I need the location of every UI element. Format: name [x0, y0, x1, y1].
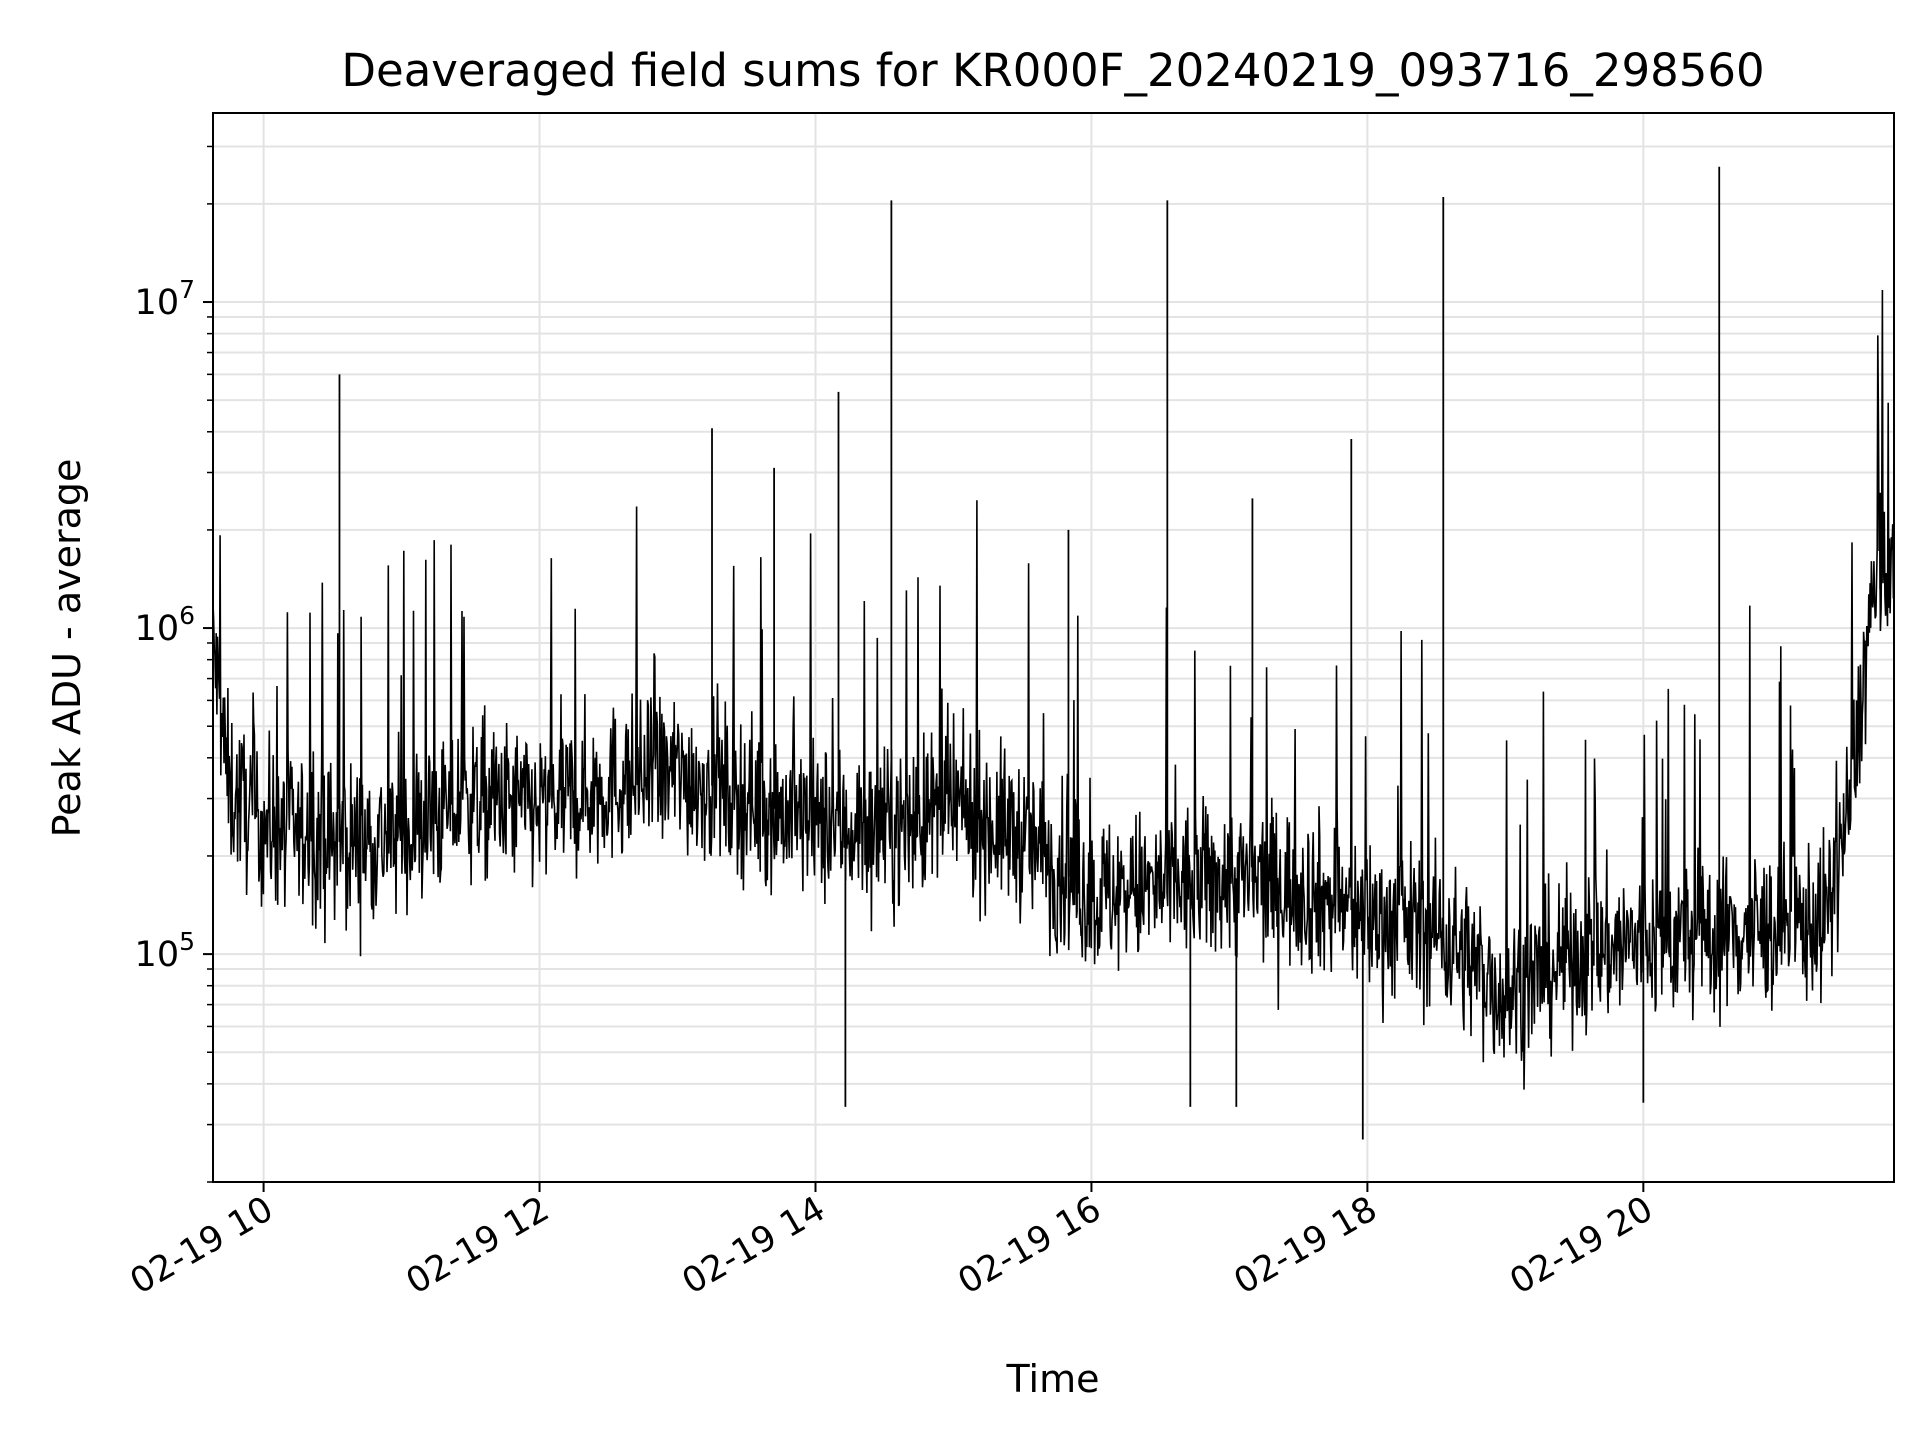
chart-title: Deaveraged field sums for KR000F_2024021… [341, 44, 1764, 97]
y-tick-label: 107 [135, 275, 195, 323]
series-line [212, 289, 1895, 1090]
plot-frame [212, 112, 1895, 1183]
x-axis-label: Time [1006, 1357, 1100, 1401]
grid-lines [213, 113, 1894, 1183]
y-tick-label: 106 [135, 601, 195, 649]
plot-data [212, 166, 1895, 1140]
y-tick-label: 105 [135, 927, 195, 975]
y-axis-label: Peak ADU - average [45, 459, 89, 838]
